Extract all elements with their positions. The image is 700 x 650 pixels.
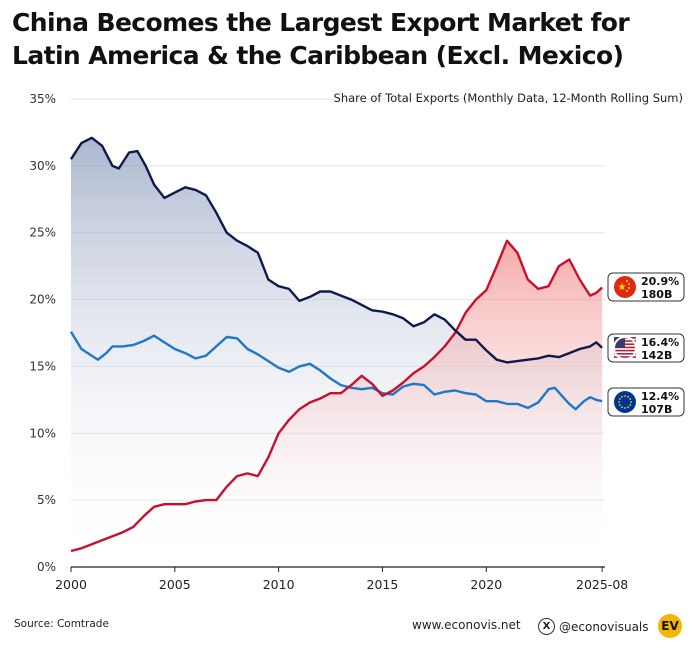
y-tick-label: 25% bbox=[29, 226, 56, 240]
y-tick-label: 35% bbox=[29, 92, 56, 106]
social-handle[interactable]: X @econovisuals bbox=[538, 618, 649, 635]
end-label-percent: 12.4% bbox=[641, 390, 679, 403]
us-flag-icon bbox=[613, 336, 637, 360]
end-label-united-states: 16.4%142B bbox=[607, 333, 685, 363]
x-tick-label: 2015 bbox=[367, 577, 399, 592]
source-note: Source: Comtrade bbox=[14, 618, 109, 630]
y-tick-label: 15% bbox=[29, 359, 56, 373]
social-handle-text: @econovisuals bbox=[559, 619, 649, 634]
chart-subtitle: Share of Total Exports (Monthly Data, 12… bbox=[334, 91, 683, 105]
x-tick-label: 2000 bbox=[55, 577, 87, 592]
area-fills bbox=[71, 137, 603, 568]
end-label-value: 107B bbox=[641, 403, 672, 416]
end-label-value: 180B bbox=[641, 288, 672, 301]
end-label-percent: 20.9% bbox=[641, 275, 679, 288]
end-label-percent: 16.4% bbox=[641, 336, 679, 349]
y-tick-label: 10% bbox=[29, 426, 56, 440]
x-tick-label: 2005 bbox=[159, 577, 191, 592]
eu-flag-icon bbox=[614, 391, 636, 413]
chart-title: China Becomes the Largest Export Market … bbox=[12, 6, 692, 72]
axes: 0% 5% 10% 15% 20% 25% 30% 35% 2000 2005 2010 2015 20… bbox=[29, 92, 628, 592]
end-label-china: 20.9%180B bbox=[607, 272, 685, 302]
x-tick-label: 2010 bbox=[263, 577, 295, 592]
x-tick-label: 2020 bbox=[470, 577, 502, 592]
y-tick-label: 0% bbox=[37, 560, 56, 574]
website-link[interactable]: www.econovis.net bbox=[412, 618, 521, 632]
econovis-logo: EV bbox=[658, 614, 682, 638]
series-lines bbox=[69, 136, 603, 553]
x-tick-label: 2025-08 bbox=[576, 577, 628, 592]
series-line-united-states bbox=[69, 136, 603, 364]
y-tick-label: 30% bbox=[29, 159, 56, 173]
y-tick-label: 20% bbox=[29, 293, 56, 307]
x-logo-icon: X bbox=[538, 618, 555, 635]
series-line-european-union bbox=[69, 331, 603, 411]
chart-title-line-2: Latin America & the Caribbean (Excl. Mex… bbox=[12, 41, 624, 70]
y-tick-label: 5% bbox=[37, 493, 56, 507]
area-fill-china bbox=[71, 240, 603, 567]
end-labels: 16.4%142B 20.9%180B 12.4%107B bbox=[607, 272, 685, 417]
end-label-european-union: 12.4%107B bbox=[607, 387, 685, 417]
end-label-value: 142B bbox=[641, 349, 672, 362]
china-flag-icon bbox=[614, 276, 636, 298]
chart-title-line-1: China Becomes the Largest Export Market … bbox=[12, 8, 630, 37]
series-line-china bbox=[70, 239, 603, 553]
